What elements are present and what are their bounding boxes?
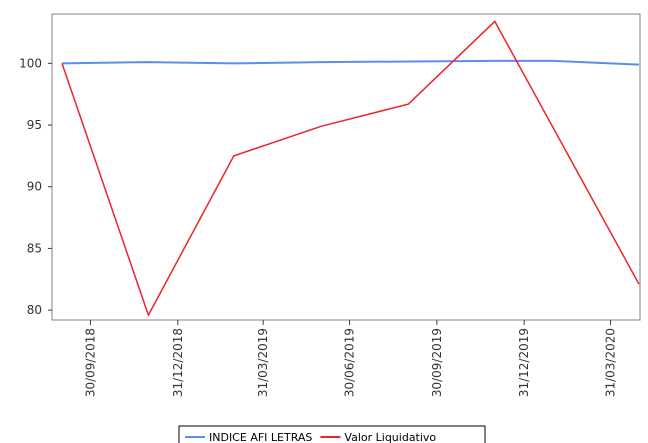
y-tick-label: 85 bbox=[27, 241, 42, 255]
x-tick-label: 30/09/2019 bbox=[430, 328, 444, 397]
series-line-2 bbox=[61, 20, 640, 317]
plot-area bbox=[51, 13, 641, 321]
y-tick-label: 95 bbox=[27, 118, 42, 132]
x-tick-label: 31/12/2019 bbox=[517, 328, 531, 397]
legend: INDICE AFI LETRAS Valor Liquidativo bbox=[178, 425, 486, 443]
x-tick-label: 30/06/2019 bbox=[343, 328, 357, 397]
legend-label-1: INDICE AFI LETRAS bbox=[209, 431, 312, 443]
legend-label-2: Valor Liquidativo bbox=[344, 431, 436, 443]
series-line-1 bbox=[61, 59, 640, 66]
y-tick-label: 100 bbox=[19, 56, 42, 70]
series-layer bbox=[61, 20, 640, 317]
y-axis: 80 85 90 95 100 bbox=[19, 56, 52, 317]
x-tick-label: 31/03/2020 bbox=[604, 328, 618, 397]
x-tick-label: 31/03/2019 bbox=[256, 328, 270, 397]
legend-box bbox=[178, 425, 486, 443]
x-tick-label: 30/09/2018 bbox=[83, 328, 97, 397]
y-tick-label: 80 bbox=[27, 303, 42, 317]
x-tick-label: 31/12/2018 bbox=[171, 328, 185, 397]
y-tick-label: 90 bbox=[27, 180, 42, 194]
x-axis: 30/09/2018 31/12/2018 31/03/2019 30/06/2019… bbox=[83, 320, 618, 397]
